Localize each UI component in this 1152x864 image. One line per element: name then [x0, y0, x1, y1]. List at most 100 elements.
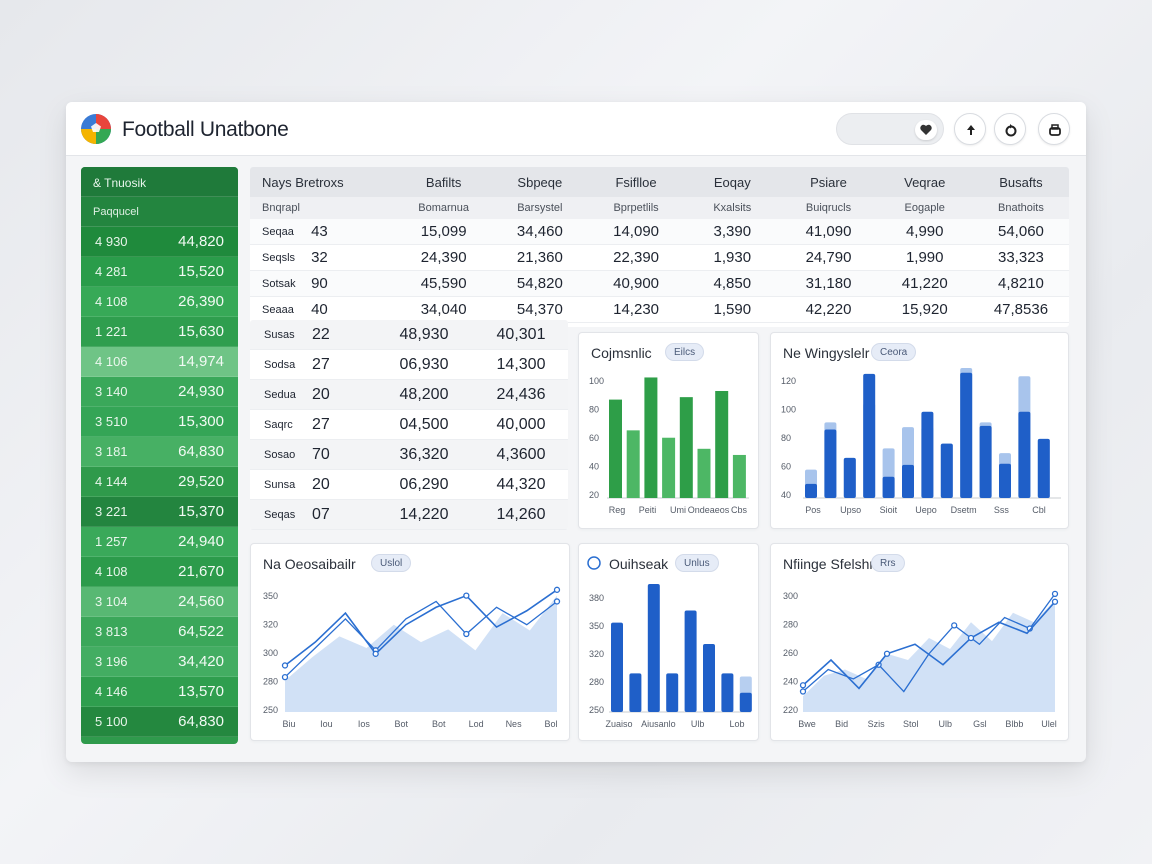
data-point[interactable]	[883, 650, 891, 657]
table-column-header[interactable]: Bafilts	[425, 174, 462, 190]
data-point[interactable]	[281, 662, 289, 669]
area-fill	[285, 595, 557, 712]
lower-table-row[interactable]: Seqas 07 14,220 14,260	[250, 500, 568, 530]
sidebar-row[interactable]: 3 510 15,300	[81, 407, 238, 437]
x-tick-label: Aiusanlo	[641, 719, 676, 729]
table-row[interactable]: Seqsls 32 24,390 21,360 22,390 1,930 24,790 1,9…	[250, 245, 1069, 271]
bar[interactable]	[609, 399, 622, 498]
data-point[interactable]	[553, 598, 561, 605]
sidebar-row[interactable]: 4 108 21,670	[81, 557, 238, 587]
sidebar-row[interactable]: 3 140 24,930	[81, 377, 238, 407]
bar[interactable]	[843, 457, 856, 498]
series-line[interactable]	[802, 601, 1056, 690]
bar[interactable]	[732, 454, 746, 498]
print-button[interactable]	[1038, 113, 1070, 145]
bar[interactable]	[666, 673, 679, 712]
sidebar-row[interactable]: 4 930 44,820	[81, 227, 238, 257]
table-column-header[interactable]: Fsiflloe	[615, 174, 657, 190]
bar[interactable]	[715, 390, 729, 498]
table-row[interactable]: Seaaa 40 34,040 54,370 14,230 1,590 42,220 15,9…	[250, 297, 1069, 323]
series-line[interactable]	[284, 589, 558, 667]
sidebar-row[interactable]: 3 104 24,560	[81, 587, 238, 617]
lower-table-cell: 40,000	[496, 415, 546, 433]
upload-button[interactable]	[954, 113, 986, 145]
bar[interactable]	[721, 673, 734, 712]
bar[interactable]	[739, 692, 752, 712]
bar[interactable]	[626, 430, 640, 498]
table-column-header[interactable]: Eoqay	[713, 174, 751, 190]
data-point[interactable]	[1051, 598, 1059, 605]
sidebar-row-rank: 4 106	[95, 354, 128, 369]
bar[interactable]	[921, 411, 934, 498]
bar[interactable]	[999, 463, 1011, 498]
bar[interactable]	[697, 448, 711, 498]
bar[interactable]	[647, 584, 660, 712]
toggle-knob[interactable]	[915, 120, 937, 140]
data-point[interactable]	[281, 673, 289, 681]
area-chart-left-chip[interactable]: Uslol	[371, 554, 412, 572]
bar[interactable]	[684, 610, 697, 712]
series-line[interactable]	[284, 600, 558, 678]
bar[interactable]	[805, 483, 817, 498]
bar[interactable]	[644, 377, 658, 498]
bar[interactable]	[902, 464, 914, 498]
lower-table-cell: 20	[312, 385, 330, 403]
sidebar-row[interactable]: 3 813 64,522	[81, 617, 238, 647]
data-point[interactable]	[1051, 590, 1059, 598]
bar[interactable]	[940, 443, 953, 498]
bar[interactable]	[703, 643, 715, 712]
table-column-header[interactable]: Psiare	[810, 174, 847, 190]
green-bar-chart-chip[interactable]: Eilcs	[665, 343, 705, 361]
blue-bar-chart-chip[interactable]: Unlus	[675, 554, 719, 572]
bar[interactable]	[1018, 411, 1031, 498]
bar[interactable]	[960, 372, 973, 498]
sidebar-row[interactable]: 4 146 13,570	[81, 677, 238, 707]
bar[interactable]	[629, 673, 642, 712]
table-column-header[interactable]: Sbpeqe	[517, 174, 563, 190]
data-point[interactable]	[967, 634, 975, 642]
bar[interactable]	[882, 476, 895, 498]
data-point[interactable]	[372, 650, 379, 657]
data-point[interactable]	[951, 622, 958, 629]
sidebar-row[interactable]: 3 181 64,830	[81, 437, 238, 467]
table-column-header[interactable]: Busafts	[999, 174, 1043, 190]
sidebar-row[interactable]: 1 221 15,630	[81, 317, 238, 347]
bar[interactable]	[679, 397, 693, 498]
sidebar-row[interactable]: 1 257 24,940	[81, 527, 238, 557]
sidebar-row[interactable]: 4 144 29,520	[81, 467, 238, 497]
sidebar-row[interactable]: 4 108 26,390	[81, 287, 238, 317]
table-row[interactable]: Seqaa 43 15,099 34,460 14,090 3,390 41,090 4,99…	[250, 219, 1069, 245]
y-tick-label: 80	[781, 433, 791, 443]
sidebar-row[interactable]: 3 221 15,370	[81, 497, 238, 527]
lower-table-row[interactable]: Susas 22 48,930 40,301	[250, 320, 568, 350]
bar[interactable]	[824, 429, 837, 498]
area-chart-right-chip[interactable]: Rrs	[871, 554, 905, 572]
data-point[interactable]	[799, 682, 807, 689]
table-cell: 15,920	[901, 301, 948, 318]
lower-table-row[interactable]: Sosao 70 36,320 4,3600	[250, 440, 568, 470]
sidebar-row-value: 64,830	[178, 443, 224, 460]
bar[interactable]	[1037, 438, 1050, 498]
blue-stacked-bar-chart-chip[interactable]: Ceora	[871, 343, 917, 361]
bar[interactable]	[979, 425, 992, 498]
lower-table-row[interactable]: Saqrc 27 04,500 40,000	[250, 410, 568, 440]
bar[interactable]	[863, 373, 876, 498]
data-point[interactable]	[799, 688, 807, 695]
refresh-button[interactable]	[994, 113, 1026, 145]
bar[interactable]	[611, 622, 623, 712]
sidebar-row[interactable]: 4 106 14,974	[81, 347, 238, 377]
search-toggle[interactable]	[836, 113, 944, 145]
sidebar-row[interactable]: 3 196 34,420	[81, 647, 238, 677]
sidebar-row[interactable]: 4 281 15,520	[81, 257, 238, 287]
sidebar-row[interactable]: 5 100 64,830	[81, 707, 238, 737]
data-point[interactable]	[463, 630, 470, 638]
lower-table-row[interactable]: Sunsa 20 06,290 44,320	[250, 470, 568, 500]
table-row[interactable]: Sotsak 90 45,590 54,820 40,900 4,850 31,180 41,…	[250, 271, 1069, 297]
lower-table-row[interactable]: Sedua 20 48,200 24,436	[250, 380, 568, 410]
bar[interactable]	[662, 437, 676, 498]
data-point[interactable]	[463, 592, 470, 599]
table-column-header[interactable]: Veqrae	[904, 174, 946, 190]
table-column-header[interactable]: Nays Bretroxs	[262, 174, 344, 190]
data-point[interactable]	[553, 586, 561, 593]
lower-table-row[interactable]: Sodsa 27 06,930 14,300	[250, 350, 568, 380]
